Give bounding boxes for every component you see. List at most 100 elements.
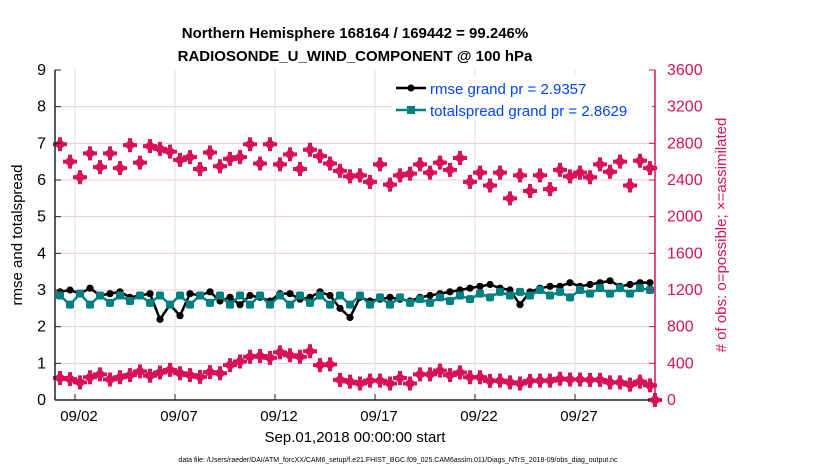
y2-tick-label: 1600 [667, 245, 703, 262]
totalspread-point [566, 293, 574, 302]
obs-assimilated-point [593, 372, 607, 387]
totalspread-point [586, 289, 594, 298]
obs-assimilated-point [263, 350, 277, 365]
rmse-point [86, 284, 94, 292]
obs-assimilated-point [563, 372, 577, 387]
totalspread-point [76, 289, 84, 298]
rmse-point [236, 301, 244, 309]
totalspread-point [636, 284, 644, 293]
obs-possible-point [493, 165, 507, 180]
totalspread-point [546, 291, 554, 300]
obs-possible-point [53, 137, 67, 152]
rmse-point [286, 290, 294, 298]
obs-assimilated-point [533, 373, 547, 388]
y-tick-label: 9 [37, 62, 46, 79]
rmse-point [546, 282, 554, 290]
obs-possible-point [313, 149, 327, 164]
obs-assimilated-point [553, 371, 567, 386]
y2-tick-label: 400 [667, 355, 694, 372]
obs-possible-point [203, 145, 217, 160]
totalspread-point [486, 293, 494, 302]
obs-possible-point [163, 144, 177, 159]
obs-possible-point [403, 166, 417, 181]
obs-possible-point [83, 146, 97, 161]
rmse-point [346, 313, 354, 322]
obs-possible-point [303, 142, 317, 157]
totalspread-point [236, 291, 244, 300]
y2-tick-label: 800 [667, 319, 694, 336]
obs-possible-point [443, 162, 457, 177]
obs-assimilated-point [613, 375, 627, 390]
totalspread-point [306, 298, 314, 307]
marks [53, 137, 662, 407]
totalspread-point [516, 287, 524, 296]
totalspread-point [476, 289, 484, 298]
y-tick-label: 6 [37, 172, 46, 189]
rmse-point [466, 284, 474, 292]
obs-assimilated-point [603, 375, 617, 390]
obs-possible-point [103, 146, 117, 161]
obs-possible-point [463, 174, 477, 189]
obs-possible-point [323, 156, 337, 171]
totalspread-point [196, 291, 204, 300]
totalspread-point [606, 289, 614, 298]
totalspread-point [296, 291, 304, 300]
obs-possible-point [483, 178, 497, 193]
y2-tick-label: 2400 [667, 172, 703, 189]
totalspread-point [416, 295, 424, 304]
rmse-point [606, 277, 614, 285]
legend-marker-rmse [407, 84, 415, 92]
obs-possible-point [293, 162, 307, 176]
obs-possible-point [423, 165, 437, 180]
totalspread-point [146, 298, 154, 307]
rmse-point [386, 293, 394, 301]
totalspread-point [436, 293, 444, 302]
obs-possible-point [233, 150, 247, 165]
obs-possible-point [113, 161, 127, 176]
legend-marker-totalspread [407, 106, 415, 114]
rmse-point [156, 315, 164, 323]
obs-possible-point [453, 151, 467, 165]
obs-possible-point [153, 141, 167, 156]
totalspread-point [576, 286, 584, 294]
obs-possible-point [613, 154, 627, 169]
obs-assimilated-point [583, 372, 597, 387]
totalspread-point [66, 300, 74, 309]
rmse-point [146, 290, 154, 298]
totalspread-point [466, 295, 474, 304]
y2-tick-label: 2800 [667, 135, 703, 152]
obs-possible-point [503, 191, 517, 206]
obs-possible-point [133, 155, 147, 170]
y-tick-label: 5 [37, 209, 46, 226]
totalspread-point [506, 291, 514, 300]
totalspread-point [206, 298, 214, 307]
obs-possible-point [373, 157, 387, 172]
obs-assimilated-point [303, 344, 317, 359]
obs-assimilated-point [213, 366, 227, 381]
obs-assimilated-point [393, 371, 407, 385]
obs-possible-point [213, 159, 227, 174]
obs-assimilated-point [403, 376, 417, 391]
obs-possible-point [413, 157, 427, 172]
x-tick-label: 09/12 [260, 408, 298, 425]
obs-assimilated-point [483, 373, 497, 388]
title-line-2: RADIOSONDE_U_WIND_COMPONENT @ 100 hPa [178, 48, 533, 65]
y2-tick-label: 3600 [667, 62, 703, 79]
legend: rmse grand pr = 2.9357 totalspread grand… [392, 76, 652, 120]
rmse-point [446, 288, 454, 296]
totalspread-point [176, 291, 184, 300]
rmse-point [176, 312, 184, 320]
totalspread-point [336, 291, 344, 300]
obs-possible-point [353, 168, 367, 183]
y2-tick-label: 1200 [667, 282, 703, 299]
totalspread-point [426, 298, 434, 307]
obs-possible-point [633, 153, 647, 168]
totalspread-point [126, 297, 134, 305]
title-line-1: Northern Hemisphere 168164 / 169442 = 99… [182, 25, 528, 42]
obs-assimilated-point [293, 349, 307, 364]
y2-tick-label: 0 [667, 392, 676, 409]
rmse-point [586, 280, 594, 289]
rmse-point [626, 280, 634, 289]
totalspread-point [556, 287, 564, 296]
obs-possible-point [643, 161, 657, 176]
